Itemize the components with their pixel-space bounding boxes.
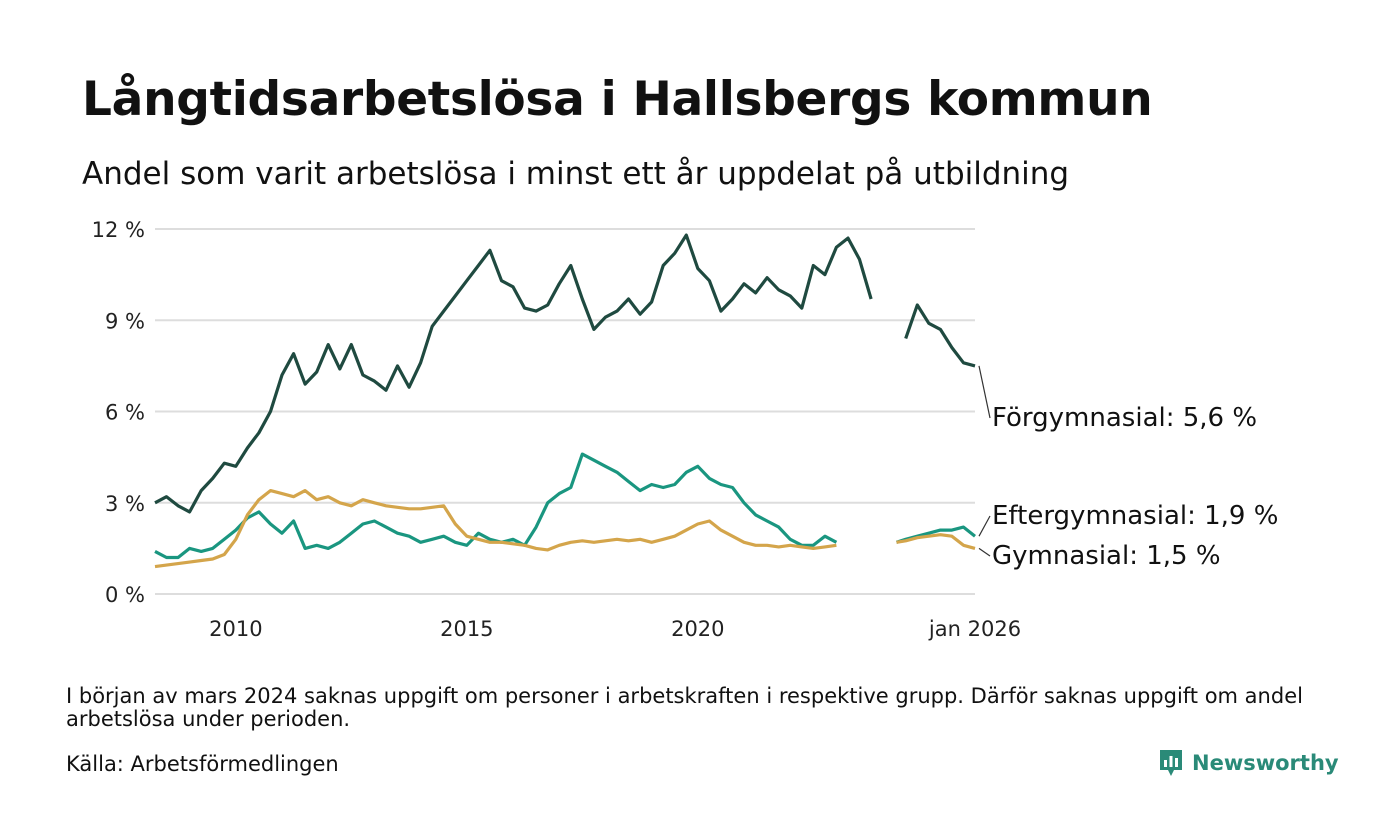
- y-tick-label: 6 %: [105, 401, 145, 425]
- y-tick-label: 9 %: [105, 309, 145, 333]
- source-text: Källa: Arbetsförmedlingen: [66, 752, 339, 776]
- chart-title: Långtidsarbetslösa i Hallsbergs kommun: [82, 72, 1153, 127]
- x-tick-label: 2020: [671, 617, 724, 641]
- series-line-förgymnasial: [904, 303, 976, 368]
- label-leader: [978, 547, 991, 557]
- x-tick-label: jan 2026: [928, 617, 1021, 641]
- x-tick-label: 2010: [209, 617, 262, 641]
- series-lines: [154, 233, 976, 569]
- footnote: I början av mars 2024 saknas uppgift om …: [66, 684, 1303, 731]
- series-end-label: Eftergymnasial: 1,9 %: [992, 501, 1278, 531]
- series-line-förgymnasial: [154, 233, 873, 514]
- brand-name: Newsworthy: [1192, 751, 1339, 775]
- grid-lines: [155, 228, 975, 595]
- y-tick-label: 3 %: [105, 492, 145, 516]
- label-leader: [978, 515, 991, 537]
- series-end-label: Förgymnasial: 5,6 %: [992, 403, 1257, 433]
- series-line-gymnasial: [154, 489, 837, 569]
- series-end-label: Gymnasial: 1,5 %: [992, 541, 1221, 571]
- newsworthy-icon: [1160, 750, 1182, 776]
- y-tick-label: 0 %: [105, 583, 145, 607]
- brand-logo[interactable]: Newsworthy: [1158, 748, 1339, 778]
- series-end-labels: Förgymnasial: 5,6 % Eftergymnasial: 1,9 %…: [978, 365, 1278, 571]
- y-tick-label: 12 %: [92, 218, 145, 242]
- x-tick-label: 2015: [440, 617, 493, 641]
- x-axis-ticks: 2010 2015 2020 jan 2026: [209, 617, 1021, 641]
- y-axis-ticks: 0 % 3 % 6 % 9 % 12 %: [92, 218, 145, 607]
- chart-subtitle: Andel som varit arbetslösa i minst ett å…: [82, 156, 1070, 192]
- label-leader: [978, 365, 991, 419]
- series-line-gymnasial: [896, 533, 976, 550]
